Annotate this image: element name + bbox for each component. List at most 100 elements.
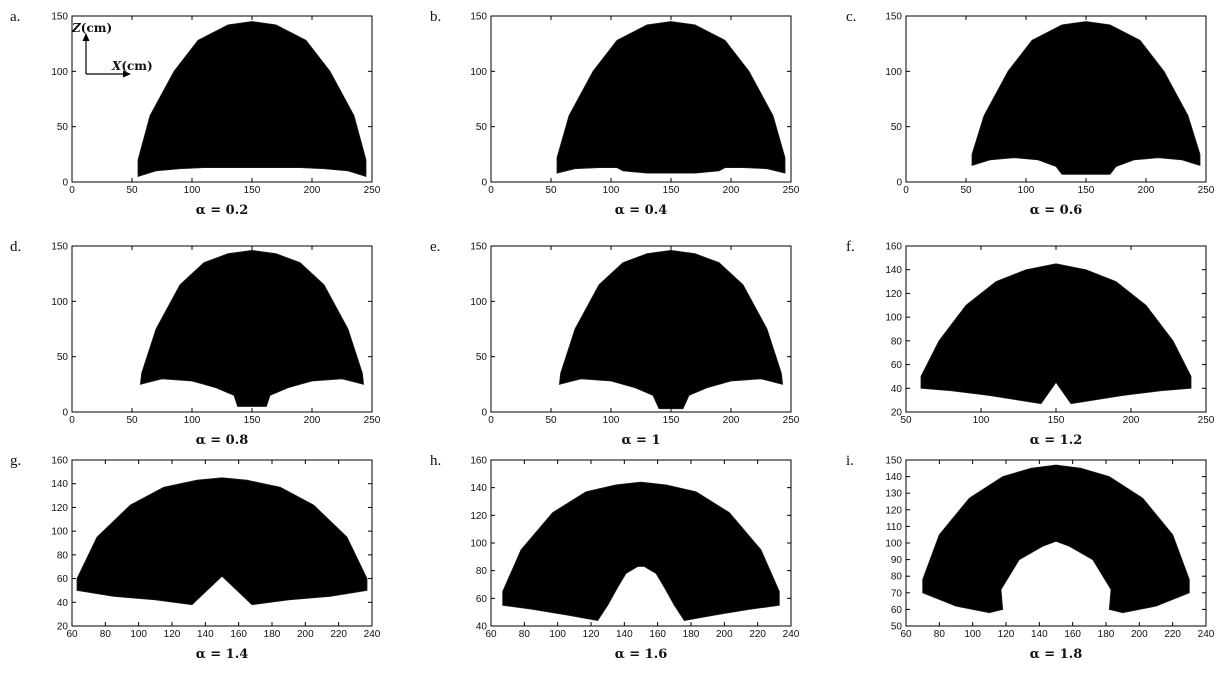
- y-tick-label: 90: [891, 555, 903, 566]
- x-tick-label: 80: [100, 629, 112, 640]
- y-tick-label: 140: [470, 483, 487, 494]
- x-tick-label: 200: [304, 415, 321, 426]
- x-tick-label: 0: [69, 185, 75, 196]
- x-tick-label: 100: [184, 185, 201, 196]
- y-tick-label: 50: [57, 352, 69, 363]
- x-tick-label: 200: [297, 629, 314, 640]
- x-tick-label: 80: [934, 629, 946, 640]
- x-tick-label: 200: [304, 185, 321, 196]
- x-tick-label: 160: [230, 629, 247, 640]
- alpha-caption: α = 0.8: [196, 433, 249, 448]
- x-tick-label: 100: [130, 629, 147, 640]
- y-tick-label: 70: [891, 588, 903, 599]
- alpha-caption: α = 1: [622, 433, 661, 448]
- y-tick-label: 60: [476, 594, 488, 605]
- y-tick-label: 40: [476, 622, 488, 633]
- alpha-caption: α = 0.6: [1030, 203, 1083, 218]
- y-tick-label: 160: [470, 456, 487, 467]
- x-tick-label: 250: [364, 185, 381, 196]
- y-tick-label: 60: [891, 360, 903, 371]
- panel-letter: i.: [846, 453, 854, 469]
- x-tick-label: 160: [649, 629, 666, 640]
- x-tick-label: 50: [960, 185, 972, 196]
- x-tick-label: 0: [488, 415, 494, 426]
- panel-letter: h.: [430, 453, 441, 469]
- x-tick-label: 60: [485, 629, 497, 640]
- x-tick-label: 50: [900, 415, 912, 426]
- y-tick-label: 130: [885, 489, 902, 500]
- panel-f: 50 100 150 200 250 20 40 60 80 100 120 140 160 f. α = …: [846, 239, 1215, 448]
- y-tick-label: 100: [51, 527, 68, 538]
- x-tick-label: 140: [616, 629, 633, 640]
- y-tick-label: 150: [885, 456, 902, 467]
- z-axis-name: Z(cm): [71, 21, 112, 35]
- y-tick-label: 80: [57, 550, 69, 561]
- x-tick-label: 220: [330, 629, 347, 640]
- deformed-shape-area: [922, 464, 1190, 614]
- panel-b: 0 50 100 150 200 250 0 50 100 150 b. α = 0.4: [430, 9, 800, 218]
- y-tick-label: 100: [51, 67, 68, 78]
- y-tick-label: 0: [481, 178, 487, 189]
- x-tick-label: 140: [197, 629, 214, 640]
- x-tick-label: 60: [66, 629, 78, 640]
- x-tick-label: 200: [723, 415, 740, 426]
- alpha-caption: α = 1.2: [1030, 433, 1083, 448]
- y-tick-label: 160: [885, 242, 902, 253]
- plot-frame: [71, 15, 373, 183]
- y-tick-label: 60: [57, 574, 69, 585]
- x-tick-label: 120: [998, 629, 1015, 640]
- x-tick-label: 100: [973, 415, 990, 426]
- y-tick-label: 50: [57, 122, 69, 133]
- x-tick-label: 100: [184, 415, 201, 426]
- x-tick-label: 250: [364, 415, 381, 426]
- panel-letter: e.: [430, 239, 440, 255]
- y-tick-label: 50: [476, 352, 488, 363]
- y-tick-label: 120: [51, 503, 68, 514]
- y-tick-label: 100: [885, 67, 902, 78]
- y-tick-label: 150: [470, 12, 487, 23]
- x-tick-label: 200: [1123, 415, 1140, 426]
- alpha-caption: α = 0.2: [196, 203, 249, 218]
- z-axis-arrow: [82, 33, 90, 74]
- x-tick-label: 250: [783, 185, 800, 196]
- x-tick-label: 160: [1064, 629, 1081, 640]
- panel-d: 0 50 100 150 200 250 0 50 100 150 d. α = 0.8: [10, 239, 381, 448]
- x-tick-label: 200: [1138, 185, 1155, 196]
- x-tick-label: 150: [244, 185, 261, 196]
- deformed-shape-area: [139, 249, 365, 407]
- x-tick-label: 200: [723, 185, 740, 196]
- y-tick-label: 140: [885, 472, 902, 483]
- x-tick-label: 100: [1018, 185, 1035, 196]
- y-tick-label: 100: [51, 297, 68, 308]
- panel-h: 60 80 100 120 140 160 180 200 220 240406080100120…: [430, 453, 800, 662]
- panel-letter: a.: [10, 9, 20, 25]
- x-tick-label: 250: [783, 415, 800, 426]
- y-tick-label: 120: [885, 505, 902, 516]
- x-tick-label: 100: [964, 629, 981, 640]
- panel-c: 0 50 100 150 200 250 0 50 100 150 c. α = 0.6: [846, 9, 1215, 218]
- x-tick-label: 250: [1198, 415, 1215, 426]
- x-tick-label: 100: [603, 415, 620, 426]
- deformed-shape-area: [556, 21, 786, 174]
- deformed-shape-area: [137, 21, 367, 178]
- plot-frame: [71, 459, 373, 627]
- x-tick-label: 0: [903, 185, 909, 196]
- x-tick-label: 150: [244, 415, 261, 426]
- panel-e: 0 50 100 150 200 250 0 50 100 150 e. α = 1: [430, 239, 800, 448]
- y-tick-label: 150: [470, 242, 487, 253]
- y-tick-label: 160: [51, 456, 68, 467]
- y-tick-label: 0: [896, 178, 902, 189]
- x-tick-label: 120: [164, 629, 181, 640]
- deformed-shape-area: [971, 21, 1201, 175]
- alpha-caption: α = 1.4: [196, 647, 249, 662]
- y-tick-label: 20: [891, 408, 903, 419]
- panel-i: 60 80 100 120 140 160 180 200 220 240506070809010…: [846, 453, 1215, 662]
- x-tick-label: 240: [783, 629, 800, 640]
- plot-frame: [490, 245, 792, 413]
- y-tick-label: 50: [476, 122, 488, 133]
- panel-letter: c.: [846, 9, 856, 25]
- y-tick-label: 120: [470, 511, 487, 522]
- y-tick-label: 100: [885, 539, 902, 550]
- panel-letter: g.: [10, 453, 21, 469]
